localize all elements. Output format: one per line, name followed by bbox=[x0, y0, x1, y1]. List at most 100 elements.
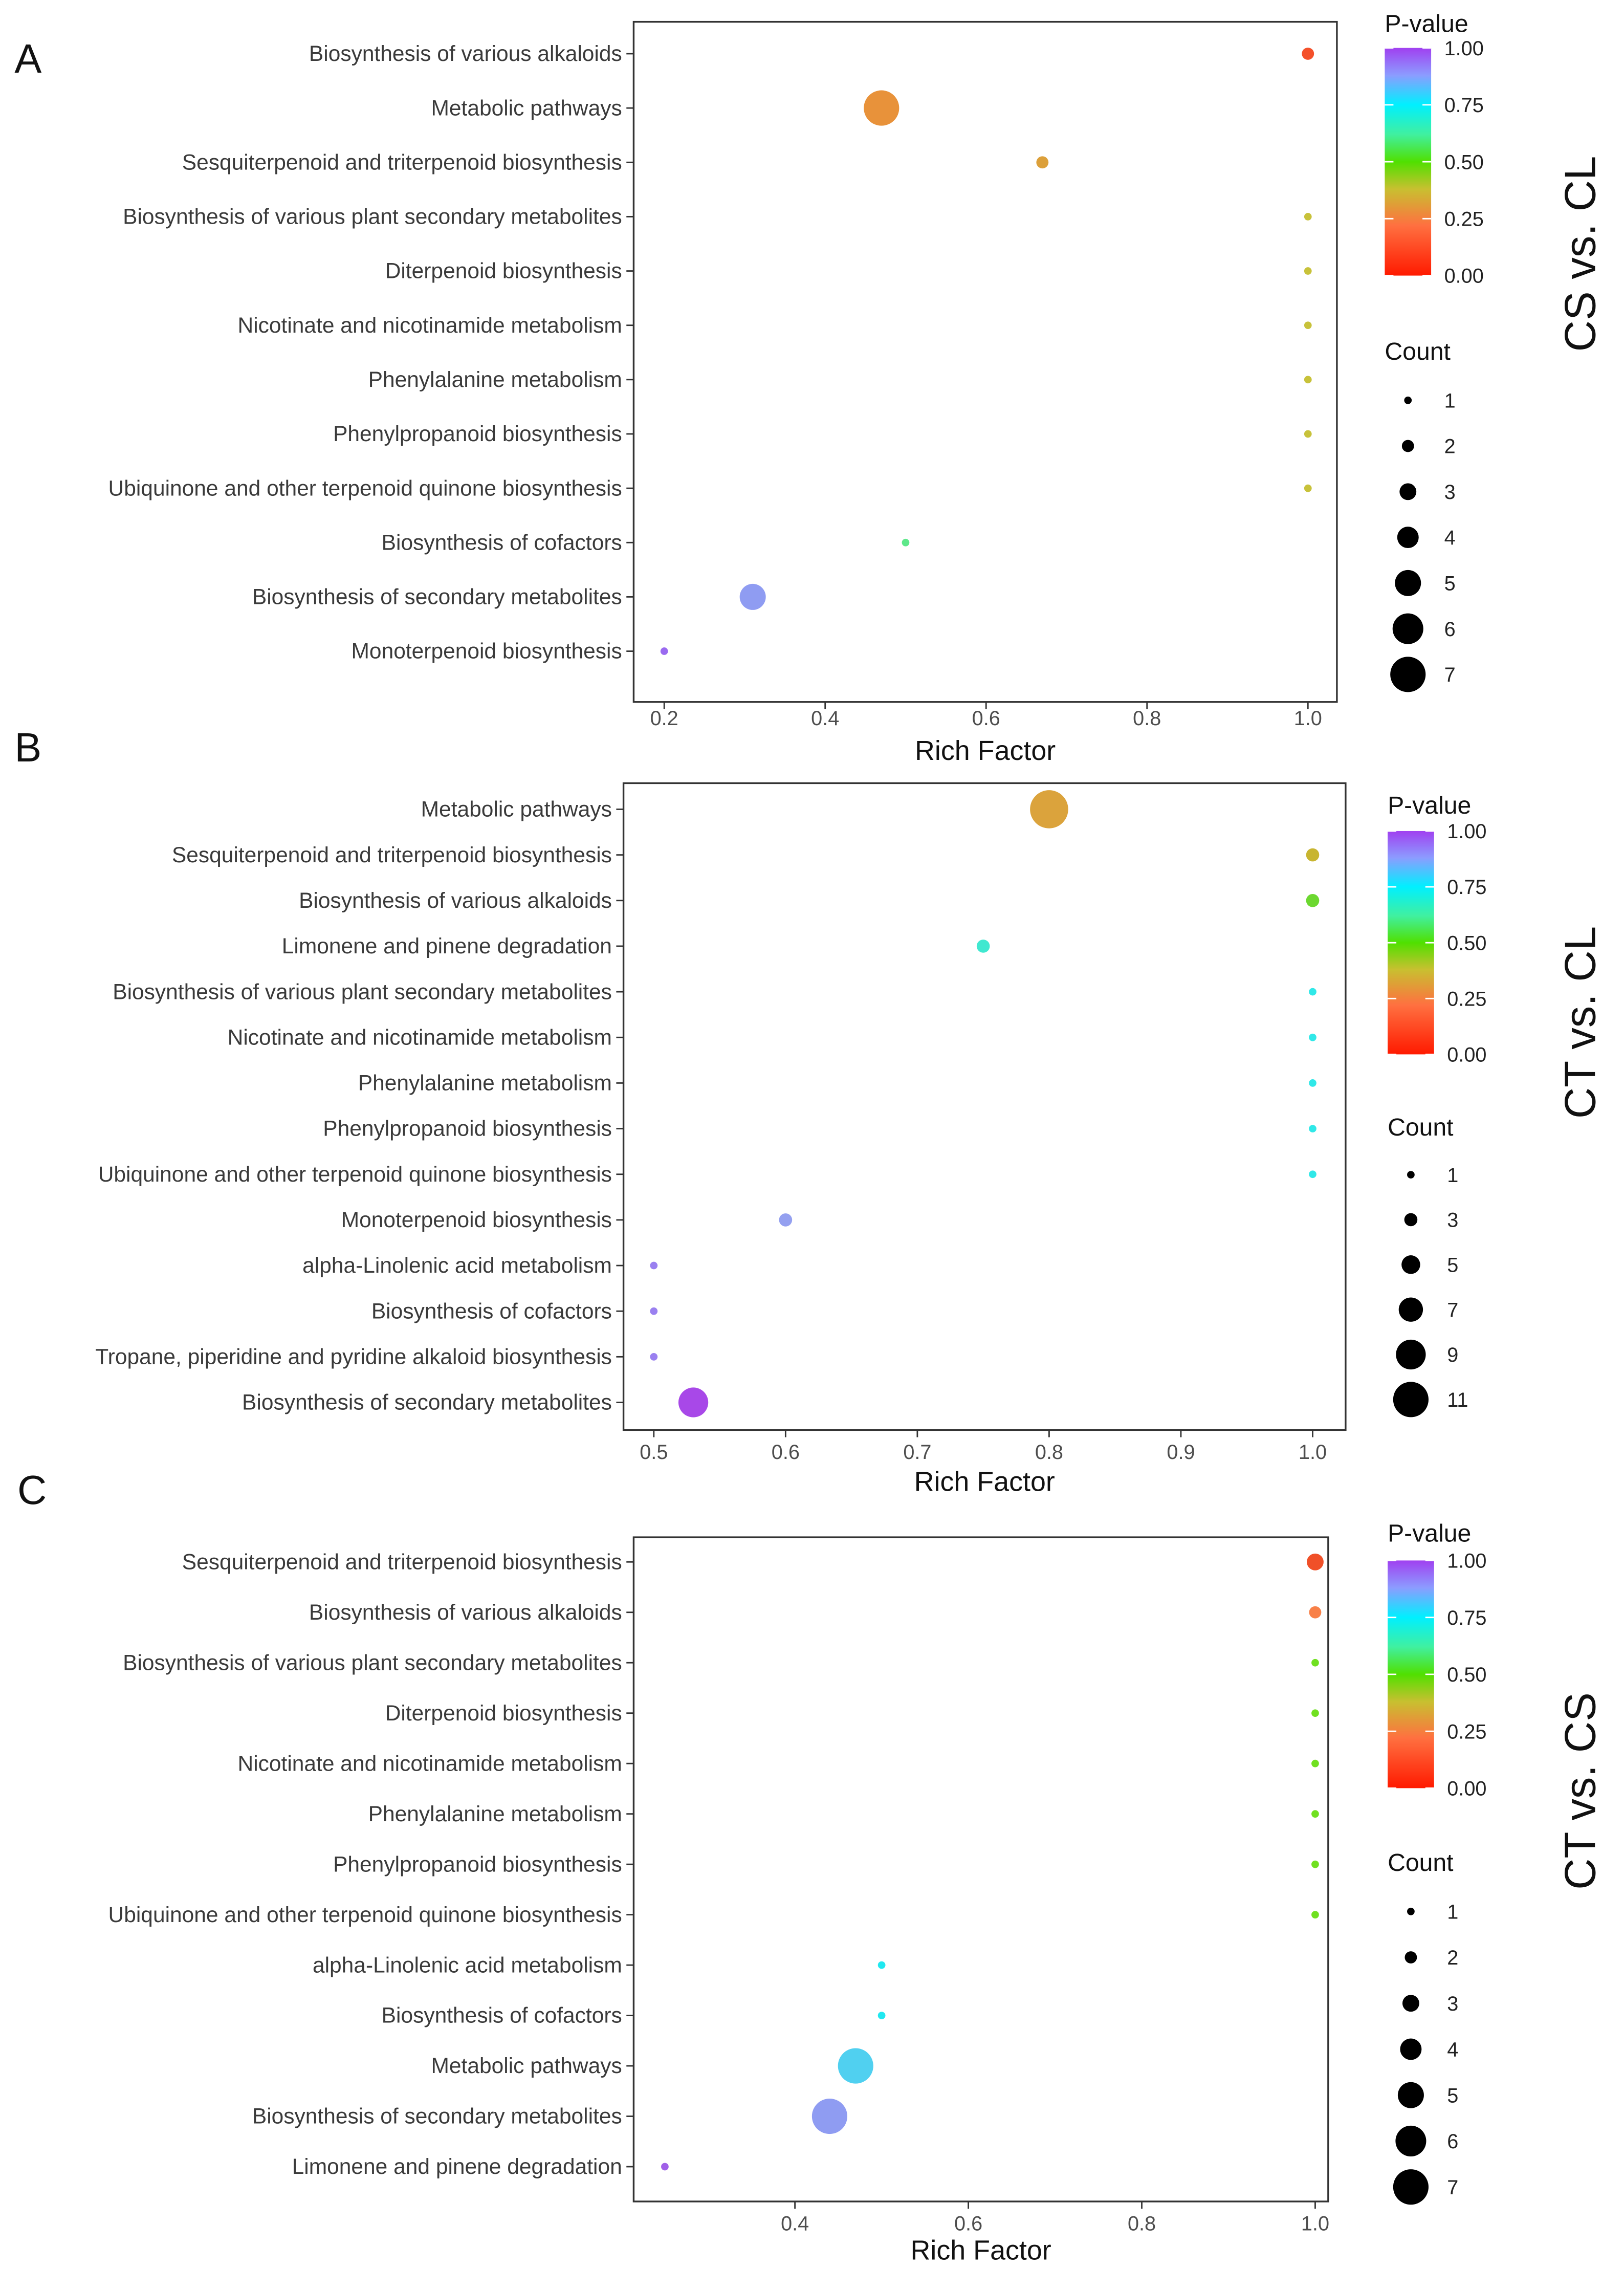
size-legend-key bbox=[1402, 1995, 1419, 2012]
panel-letter: C bbox=[17, 1467, 47, 1513]
size-legend-label: 6 bbox=[1447, 2130, 1458, 2153]
size-legend-label: 3 bbox=[1447, 1993, 1458, 2015]
size-legend-key bbox=[1404, 1213, 1418, 1227]
data-point bbox=[739, 583, 766, 610]
y-tick-label: Metabolic pathways bbox=[431, 96, 622, 120]
size-legend-key bbox=[1401, 440, 1414, 452]
data-point bbox=[1311, 1759, 1319, 1768]
comparison-title: CT vs. CS bbox=[1556, 1692, 1605, 1890]
data-point bbox=[1304, 321, 1312, 330]
size-legend-label: 2 bbox=[1444, 435, 1456, 458]
size-legend-label: 3 bbox=[1447, 1209, 1458, 1232]
size-legend-key bbox=[1404, 396, 1412, 404]
data-point bbox=[1304, 484, 1312, 492]
color-legend-title: P-value bbox=[1385, 10, 1468, 37]
size-legend-label: 7 bbox=[1447, 1299, 1458, 1321]
y-tick-label: Monoterpenoid biosynthesis bbox=[341, 1208, 612, 1232]
size-legend-label: 3 bbox=[1444, 481, 1456, 504]
data-point bbox=[811, 2098, 848, 2134]
size-legend-title: Count bbox=[1388, 1114, 1454, 1141]
y-tick-label: Ubiquinone and other terpenoid quinone b… bbox=[108, 476, 622, 500]
y-tick-label: Limonene and pinene degradation bbox=[282, 934, 612, 958]
size-legend-key bbox=[1397, 2082, 1424, 2108]
size-legend-key bbox=[1395, 570, 1421, 596]
size-legend-label: 1 bbox=[1447, 1901, 1458, 1923]
data-point bbox=[1309, 1079, 1316, 1087]
color-legend-label: 0.00 bbox=[1447, 1778, 1486, 1800]
y-tick-label: Diterpenoid biosynthesis bbox=[385, 259, 622, 283]
y-tick-label: Biosynthesis of various plant secondary … bbox=[113, 980, 612, 1004]
color-legend-label: 0.50 bbox=[1447, 1664, 1486, 1686]
data-point bbox=[1309, 1606, 1322, 1619]
data-point bbox=[1311, 1709, 1319, 1717]
y-tick-label: Biosynthesis of secondary metabolites bbox=[252, 2105, 622, 2129]
x-tick-label: 1.0 bbox=[1301, 2213, 1329, 2235]
data-point bbox=[976, 940, 990, 953]
y-tick-label: Biosynthesis of various plant secondary … bbox=[123, 205, 622, 229]
data-point bbox=[661, 2163, 669, 2171]
x-tick-label: 0.8 bbox=[1128, 2213, 1156, 2235]
color-legend-label: 0.00 bbox=[1447, 1044, 1486, 1066]
x-tick-label: 0.2 bbox=[650, 707, 678, 730]
size-legend-key bbox=[1407, 1171, 1415, 1179]
y-tick-label: Biosynthesis of cofactors bbox=[371, 1299, 612, 1323]
size-legend-label: 4 bbox=[1447, 2039, 1458, 2061]
size-legend-label: 5 bbox=[1444, 573, 1456, 595]
size-legend-label: 1 bbox=[1444, 389, 1456, 412]
data-point bbox=[1304, 267, 1312, 275]
size-legend-key bbox=[1396, 1339, 1426, 1370]
y-tick-label: Ubiquinone and other terpenoid quinone b… bbox=[98, 1163, 612, 1187]
data-point bbox=[1311, 1810, 1319, 1818]
color-legend-label: 1.00 bbox=[1447, 820, 1486, 843]
color-legend-label: 0.50 bbox=[1444, 151, 1484, 173]
data-point bbox=[1309, 1170, 1316, 1179]
panel-a: A Biosynthesis of various alkaloids Metabo… bbox=[14, 10, 1605, 766]
plot-panel-border bbox=[632, 1536, 1329, 2202]
y-tick-label: Nicotinate and nicotinamide metabolism bbox=[228, 1026, 612, 1050]
size-legend-key bbox=[1401, 1255, 1420, 1274]
size-legend-label: 7 bbox=[1447, 2176, 1458, 2199]
color-legend-label: 0.50 bbox=[1447, 932, 1486, 954]
size-legend-key bbox=[1395, 2125, 1427, 2156]
data-point bbox=[877, 2012, 886, 2019]
y-tick-label: Phenylalanine metabolism bbox=[368, 1802, 622, 1826]
color-legend-label: 0.75 bbox=[1447, 876, 1486, 899]
data-point bbox=[877, 1961, 886, 1969]
color-legend-label: 1.00 bbox=[1444, 37, 1484, 60]
panel-letter: B bbox=[14, 725, 41, 770]
x-tick-label: 0.4 bbox=[811, 707, 839, 730]
x-axis-label: Rich Factor bbox=[914, 1466, 1055, 1497]
color-legend-label: 0.25 bbox=[1444, 208, 1484, 230]
y-tick-label: Sesquiterpenoid and triterpenoid biosynt… bbox=[172, 843, 612, 867]
data-point bbox=[1311, 1860, 1319, 1868]
x-axis-label: Rich Factor bbox=[911, 2235, 1051, 2265]
x-tick-label: 0.8 bbox=[1035, 1441, 1063, 1464]
size-legend-label: 7 bbox=[1444, 664, 1456, 686]
data-point bbox=[1306, 893, 1320, 907]
data-point bbox=[1309, 1125, 1316, 1132]
size-legend-key bbox=[1393, 1382, 1429, 1417]
y-tick-label: Phenylpropanoid biosynthesis bbox=[323, 1117, 612, 1141]
y-tick-label: Metabolic pathways bbox=[431, 2054, 622, 2078]
data-point bbox=[1304, 430, 1312, 438]
data-point bbox=[650, 1353, 658, 1361]
size-legend-label: 4 bbox=[1444, 527, 1456, 549]
y-tick-label: Biosynthesis of various plant secondary … bbox=[123, 1651, 622, 1675]
data-point bbox=[902, 538, 910, 547]
y-tick-label: Biosynthesis of various alkaloids bbox=[299, 889, 612, 913]
y-tick-label: alpha-Linolenic acid metabolism bbox=[302, 1254, 612, 1278]
size-legend-key bbox=[1400, 2038, 1422, 2060]
data-point bbox=[1309, 988, 1316, 996]
size-legend-label: 11 bbox=[1447, 1389, 1468, 1411]
x-tick-label: 0.9 bbox=[1167, 1441, 1195, 1464]
panel-c: C Sesquiterpenoid and triterpenoid biosyn… bbox=[17, 1467, 1605, 2265]
x-tick-label: 0.4 bbox=[781, 2213, 809, 2235]
data-point bbox=[1030, 790, 1068, 828]
data-point bbox=[1311, 1911, 1319, 1918]
plot-panel-border bbox=[622, 782, 1347, 1431]
y-tick-label: Diterpenoid biosynthesis bbox=[385, 1702, 622, 1726]
size-legend-key bbox=[1393, 2169, 1429, 2205]
y-tick-label: Biosynthesis of secondary metabolites bbox=[252, 585, 622, 609]
size-legend-label: 1 bbox=[1447, 1164, 1458, 1187]
